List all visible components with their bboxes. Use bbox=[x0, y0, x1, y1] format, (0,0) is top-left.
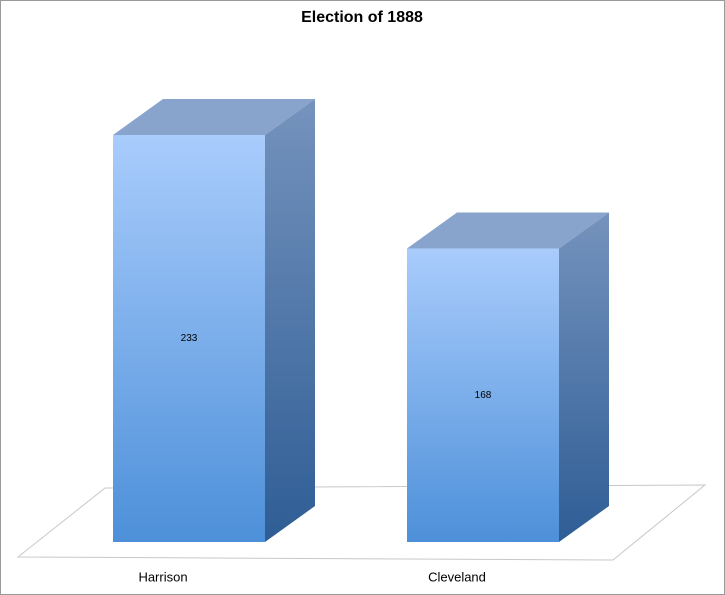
chart-title: Election of 1888 bbox=[301, 9, 423, 26]
bar-side bbox=[265, 99, 315, 542]
bar-top bbox=[407, 212, 609, 249]
bar-top bbox=[113, 99, 315, 135]
x-tick-label: Harrison bbox=[138, 569, 187, 584]
bar-side bbox=[559, 212, 609, 542]
x-tick-label: Cleveland bbox=[428, 569, 486, 584]
value-label: 168 bbox=[475, 390, 492, 401]
bar bbox=[113, 135, 265, 542]
value-label: 233 bbox=[181, 333, 198, 344]
bar bbox=[407, 248, 559, 542]
